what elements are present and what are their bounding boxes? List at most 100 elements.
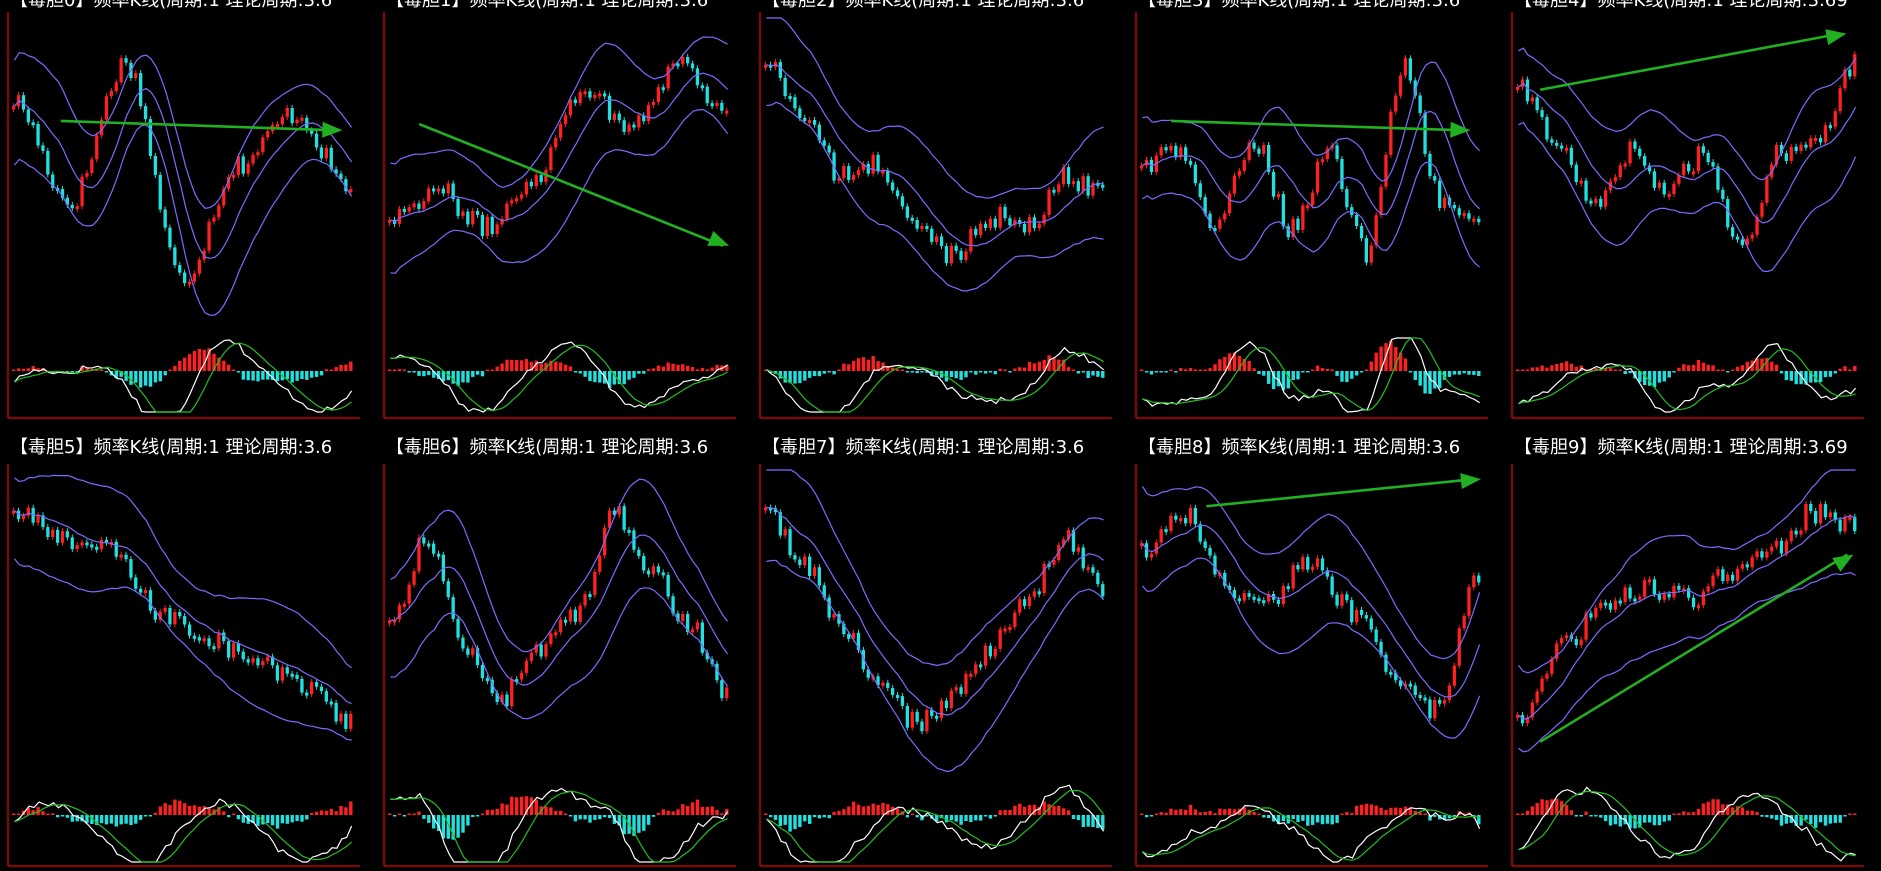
band-middle <box>766 506 1104 716</box>
macd-bar <box>905 815 910 818</box>
trend-arrow-head <box>707 231 729 246</box>
macd-bar <box>1731 369 1735 371</box>
macd-bar <box>788 815 792 832</box>
macd-bar <box>593 815 597 820</box>
chart-title-6: 【毒胆6】频率K线(周期:1 理论周期:3.6 <box>386 437 708 458</box>
macd-bar <box>417 371 421 376</box>
chart-title-3: 【毒胆3】频率K线(周期:1 理论周期:3.6 <box>1138 0 1460 11</box>
macd-bar <box>339 806 343 815</box>
macd-bar <box>1442 371 1447 380</box>
macd-bar <box>392 369 397 371</box>
macd-bar <box>1765 358 1769 371</box>
band-upper <box>1141 485 1481 660</box>
macd-bar <box>568 815 573 817</box>
macd-bar <box>1442 815 1447 821</box>
macd-bar <box>1770 815 1774 819</box>
macd-bar <box>1833 815 1837 823</box>
macd-bar <box>471 815 475 817</box>
band-lower <box>1141 557 1481 739</box>
macd-bar <box>1574 815 1578 817</box>
macd-bar <box>1394 807 1398 815</box>
macd-bar <box>480 371 485 377</box>
macd-bar <box>192 351 197 371</box>
macd-bar <box>1037 361 1041 371</box>
macd-bar <box>764 369 768 371</box>
macd-bar <box>41 811 45 815</box>
macd-bar <box>1403 358 1408 371</box>
macd-bar <box>822 371 826 374</box>
macd-bar <box>95 815 99 825</box>
macd-bar <box>1569 363 1574 371</box>
macd-bar <box>1555 364 1559 371</box>
macd-bar <box>661 809 665 815</box>
chart-panel-5: 【毒胆5】频率K线(周期:1 理论周期:3.6 <box>7 437 360 867</box>
macd-bar <box>1291 815 1295 820</box>
macd-bar <box>466 815 470 826</box>
macd-bar <box>1564 805 1569 815</box>
macd-bar <box>1057 805 1061 815</box>
macd-bar <box>1623 371 1627 374</box>
macd-bar <box>1535 803 1539 815</box>
macd-bar <box>768 815 773 818</box>
macd-bar <box>231 813 236 815</box>
macd-bar <box>837 810 841 815</box>
macd-bar <box>998 810 1002 815</box>
macd-bar <box>1721 804 1725 815</box>
macd-bar <box>305 371 309 380</box>
macd-bar <box>1779 815 1784 826</box>
macd-bar <box>153 812 158 815</box>
macd-bar <box>646 369 651 371</box>
macd-bar <box>417 811 421 815</box>
macd-bar <box>1838 368 1842 371</box>
macd-bar <box>217 807 221 815</box>
macd-bar <box>295 815 299 821</box>
macd-bar <box>1579 365 1583 371</box>
macd-bar <box>222 360 226 371</box>
macd-bar <box>119 371 123 377</box>
macd-bar <box>1667 815 1671 821</box>
macd-bar <box>935 815 939 822</box>
macd-bar <box>690 802 695 815</box>
macd-bar <box>783 815 787 825</box>
trend-arrow-line <box>418 122 724 247</box>
macd-bar <box>1169 808 1173 815</box>
macd-bar <box>656 812 661 815</box>
band-middle <box>14 510 352 705</box>
macd-bar <box>988 815 993 819</box>
macd-bar <box>1149 371 1154 375</box>
chart-title-7: 【毒胆7】频率K线(周期:1 理论周期:3.6 <box>762 437 1084 458</box>
macd-bar <box>1398 352 1403 371</box>
macd-bar <box>1193 809 1198 815</box>
macd-bar <box>1227 808 1232 815</box>
macd-bar <box>1057 359 1061 371</box>
macd-bar <box>104 371 109 373</box>
macd-bar <box>1823 815 1828 826</box>
macd-bar <box>573 371 578 373</box>
macd-bar <box>1643 371 1647 385</box>
macd-bar <box>1398 808 1403 815</box>
macd-bar <box>891 806 895 815</box>
macd-bar <box>1311 815 1315 825</box>
macd-line <box>13 339 353 413</box>
macd-bar <box>236 815 241 820</box>
macd-bar <box>163 371 167 376</box>
macd-bar <box>1447 371 1452 377</box>
macd-bar <box>764 813 768 815</box>
macd-bar <box>817 815 822 819</box>
macd-bar <box>139 371 143 388</box>
macd-bar <box>1428 815 1432 821</box>
macd-bar <box>700 367 705 371</box>
macd-bar <box>529 361 534 371</box>
macd-bar <box>1379 346 1383 371</box>
macd-bar <box>549 360 553 371</box>
macd-bar <box>710 367 714 371</box>
macd-bar <box>1252 368 1256 371</box>
macd-bar <box>544 806 548 815</box>
macd-bar <box>1144 815 1149 818</box>
macd-bar <box>1447 815 1452 819</box>
macd-bar <box>466 371 470 383</box>
macd-bar <box>803 371 807 381</box>
macd-bar <box>1022 806 1027 815</box>
macd-bar <box>1144 371 1149 373</box>
macd-bar <box>388 369 392 371</box>
